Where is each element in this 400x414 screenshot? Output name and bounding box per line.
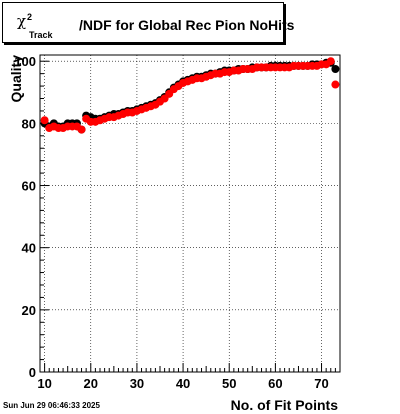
x-tick-label: 50 xyxy=(222,376,236,391)
x-tick-label: 20 xyxy=(84,376,98,391)
x-tick-label: 40 xyxy=(176,376,190,391)
chart-title: /NDF for Global Rec Pion NoHits xyxy=(79,17,295,33)
y-axis-label: Quality xyxy=(8,55,24,103)
plot-frame xyxy=(39,54,341,373)
x-tick-label: 70 xyxy=(314,376,328,391)
y-tick-label: 60 xyxy=(22,179,36,194)
data-point-series-1 xyxy=(331,64,340,73)
data-points xyxy=(40,57,340,134)
chart-title-box: χ 2 Track /NDF for Global Rec Pion NoHit… xyxy=(2,2,294,43)
y-tick-label: 0 xyxy=(29,365,36,380)
title-superscript: 2 xyxy=(27,12,33,22)
x-tick-label: 60 xyxy=(268,376,282,391)
y-tick-label: 40 xyxy=(22,241,36,256)
data-point-series-2 xyxy=(331,80,340,89)
y-tick-label: 100 xyxy=(14,54,36,69)
data-point-series-2 xyxy=(77,125,86,134)
x-axis-label: No. of Fit Points xyxy=(231,397,339,413)
y-tick-label: 80 xyxy=(22,116,36,131)
title-subscript: Track xyxy=(29,30,53,40)
data-point-series-2 xyxy=(40,116,49,125)
axis-ticks xyxy=(39,60,341,373)
x-tick-label: 10 xyxy=(37,376,51,391)
footer-date: Sun Jun 29 06:46:33 2025 xyxy=(3,401,100,410)
title-chi: χ xyxy=(17,12,27,30)
tick-labels: 10 20 30 40 50 60 70 0 20 40 60 80 100 xyxy=(14,54,328,391)
x-tick-label: 30 xyxy=(130,376,144,391)
data-point-series-2 xyxy=(326,57,335,66)
y-tick-label: 20 xyxy=(22,303,36,318)
grid xyxy=(40,55,340,373)
